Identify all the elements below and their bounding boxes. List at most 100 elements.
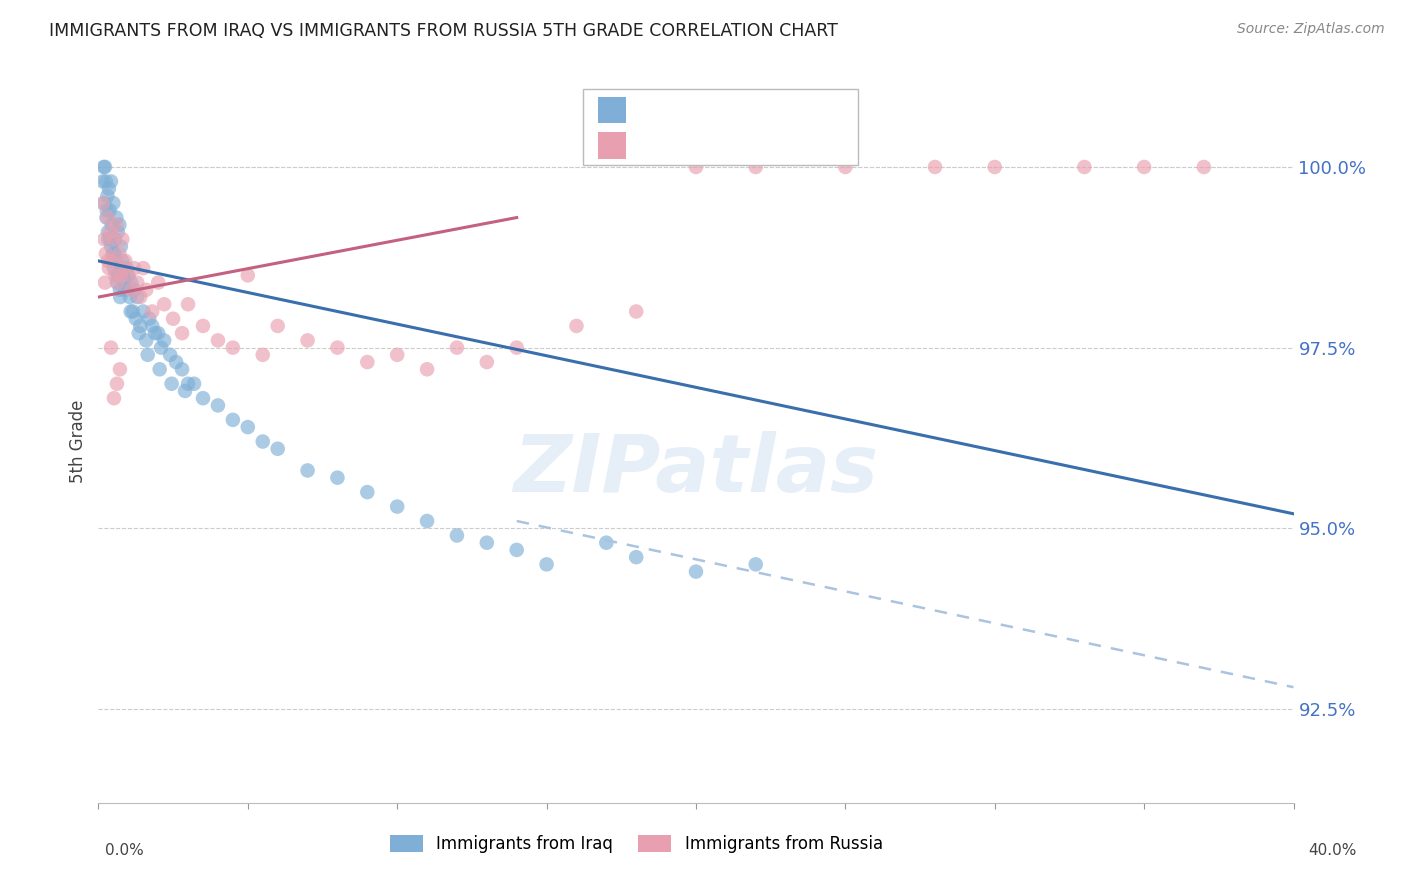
Point bbox=[105, 276, 128, 290]
Point bbox=[984, 160, 1007, 174]
Point bbox=[96, 189, 118, 203]
Point bbox=[326, 471, 349, 485]
Point bbox=[94, 246, 117, 260]
Point bbox=[129, 290, 152, 304]
Point bbox=[108, 218, 131, 232]
Point bbox=[98, 225, 122, 239]
Point bbox=[222, 341, 245, 355]
Point bbox=[177, 297, 200, 311]
Point bbox=[172, 326, 194, 341]
Point bbox=[94, 160, 117, 174]
Point bbox=[103, 196, 125, 211]
Point bbox=[136, 348, 159, 362]
Point bbox=[222, 413, 245, 427]
Point bbox=[105, 268, 128, 283]
Point bbox=[117, 268, 139, 283]
Text: IMMIGRANTS FROM IRAQ VS IMMIGRANTS FROM RUSSIA 5TH GRADE CORRELATION CHART: IMMIGRANTS FROM IRAQ VS IMMIGRANTS FROM … bbox=[49, 22, 838, 40]
Point bbox=[162, 311, 184, 326]
Point bbox=[93, 232, 115, 246]
Point bbox=[149, 362, 172, 376]
Point bbox=[110, 239, 132, 253]
Point bbox=[97, 225, 120, 239]
Point bbox=[506, 341, 529, 355]
Point bbox=[207, 334, 229, 348]
Point bbox=[416, 514, 439, 528]
Point bbox=[297, 334, 319, 348]
Point bbox=[267, 318, 290, 333]
Point bbox=[356, 355, 378, 369]
Point bbox=[107, 268, 129, 283]
Point bbox=[924, 160, 946, 174]
Point bbox=[135, 334, 157, 348]
Point bbox=[191, 391, 214, 405]
Text: R = -0.345   N = 83: R = -0.345 N = 83 bbox=[637, 103, 800, 120]
Text: 40.0%: 40.0% bbox=[1309, 843, 1357, 858]
Point bbox=[105, 218, 128, 232]
Point bbox=[127, 276, 149, 290]
Point bbox=[127, 290, 149, 304]
Point bbox=[124, 261, 146, 276]
Point bbox=[356, 485, 378, 500]
Point bbox=[565, 318, 588, 333]
Point bbox=[97, 232, 120, 246]
Point bbox=[111, 261, 134, 276]
Point bbox=[385, 348, 409, 362]
Text: 0.0%: 0.0% bbox=[105, 843, 145, 858]
Point bbox=[103, 232, 125, 246]
Point bbox=[105, 211, 128, 225]
Point bbox=[536, 558, 558, 572]
Point bbox=[108, 283, 131, 297]
Point bbox=[103, 261, 125, 276]
Point bbox=[138, 311, 160, 326]
Point bbox=[94, 276, 117, 290]
Point bbox=[117, 268, 139, 283]
Point bbox=[100, 341, 122, 355]
Point bbox=[91, 196, 114, 211]
Point bbox=[98, 203, 121, 218]
Point bbox=[107, 225, 129, 239]
Point bbox=[93, 196, 115, 211]
Point bbox=[96, 211, 118, 225]
Point bbox=[834, 160, 856, 174]
Point bbox=[100, 239, 122, 253]
Point bbox=[112, 268, 135, 283]
Point bbox=[120, 304, 142, 318]
Point bbox=[236, 420, 259, 434]
Point bbox=[121, 304, 143, 318]
Point bbox=[385, 500, 409, 514]
Point bbox=[97, 261, 120, 276]
Point bbox=[96, 203, 118, 218]
Point bbox=[745, 558, 768, 572]
Point bbox=[326, 341, 349, 355]
Point bbox=[97, 182, 120, 196]
Point bbox=[183, 376, 205, 391]
Point bbox=[104, 232, 127, 246]
Point bbox=[595, 535, 617, 549]
Point bbox=[104, 268, 127, 283]
Point bbox=[114, 254, 136, 268]
Point bbox=[685, 565, 707, 579]
Point bbox=[112, 261, 135, 276]
Point bbox=[111, 254, 134, 268]
Point bbox=[128, 326, 150, 341]
Point bbox=[93, 160, 115, 174]
Point bbox=[135, 283, 157, 297]
Point bbox=[148, 326, 170, 341]
Point bbox=[108, 246, 131, 260]
Point bbox=[132, 304, 155, 318]
Point bbox=[626, 304, 648, 318]
Point bbox=[252, 348, 274, 362]
Point bbox=[141, 318, 163, 333]
Point bbox=[124, 283, 146, 297]
Point bbox=[148, 276, 170, 290]
Y-axis label: 5th Grade: 5th Grade bbox=[69, 400, 87, 483]
Point bbox=[191, 318, 214, 333]
Point bbox=[104, 254, 127, 268]
Point bbox=[446, 528, 468, 542]
Point bbox=[94, 174, 117, 188]
Point bbox=[297, 463, 319, 477]
Point bbox=[110, 268, 132, 283]
Point bbox=[252, 434, 274, 449]
Point bbox=[120, 276, 142, 290]
Point bbox=[141, 304, 163, 318]
